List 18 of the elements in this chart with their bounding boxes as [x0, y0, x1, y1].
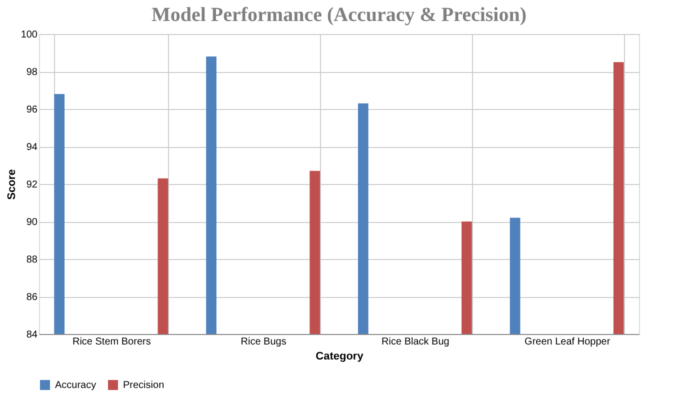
y-tick-label: 100	[20, 30, 38, 40]
y-tick-label: 90	[26, 217, 38, 228]
y-tick-label: 86	[26, 292, 38, 303]
x-tick-label: Rice Bugs	[240, 336, 286, 348]
chart-title: Model Performance (Accuracy & Precision)	[151, 4, 527, 26]
y-tick-label: 96	[26, 104, 38, 116]
x-tick-label: Rice Stem Borers	[72, 336, 151, 348]
legend-label: Accuracy	[55, 380, 96, 391]
y-tick-label: 98	[26, 67, 38, 78]
y-tick-label: 94	[26, 142, 38, 153]
y-tick-label: 88	[26, 254, 38, 266]
x-tick-label: Rice Black Bug	[382, 336, 450, 348]
y-tick-label: 84	[26, 330, 38, 340]
y-tick-label: 92	[26, 180, 38, 190]
legend-label: Precision	[123, 380, 164, 391]
x-axis-title: Category	[316, 350, 364, 362]
y-axis-title: Score	[6, 169, 18, 200]
x-tick-label: Green Leaf Hopper	[524, 336, 611, 348]
